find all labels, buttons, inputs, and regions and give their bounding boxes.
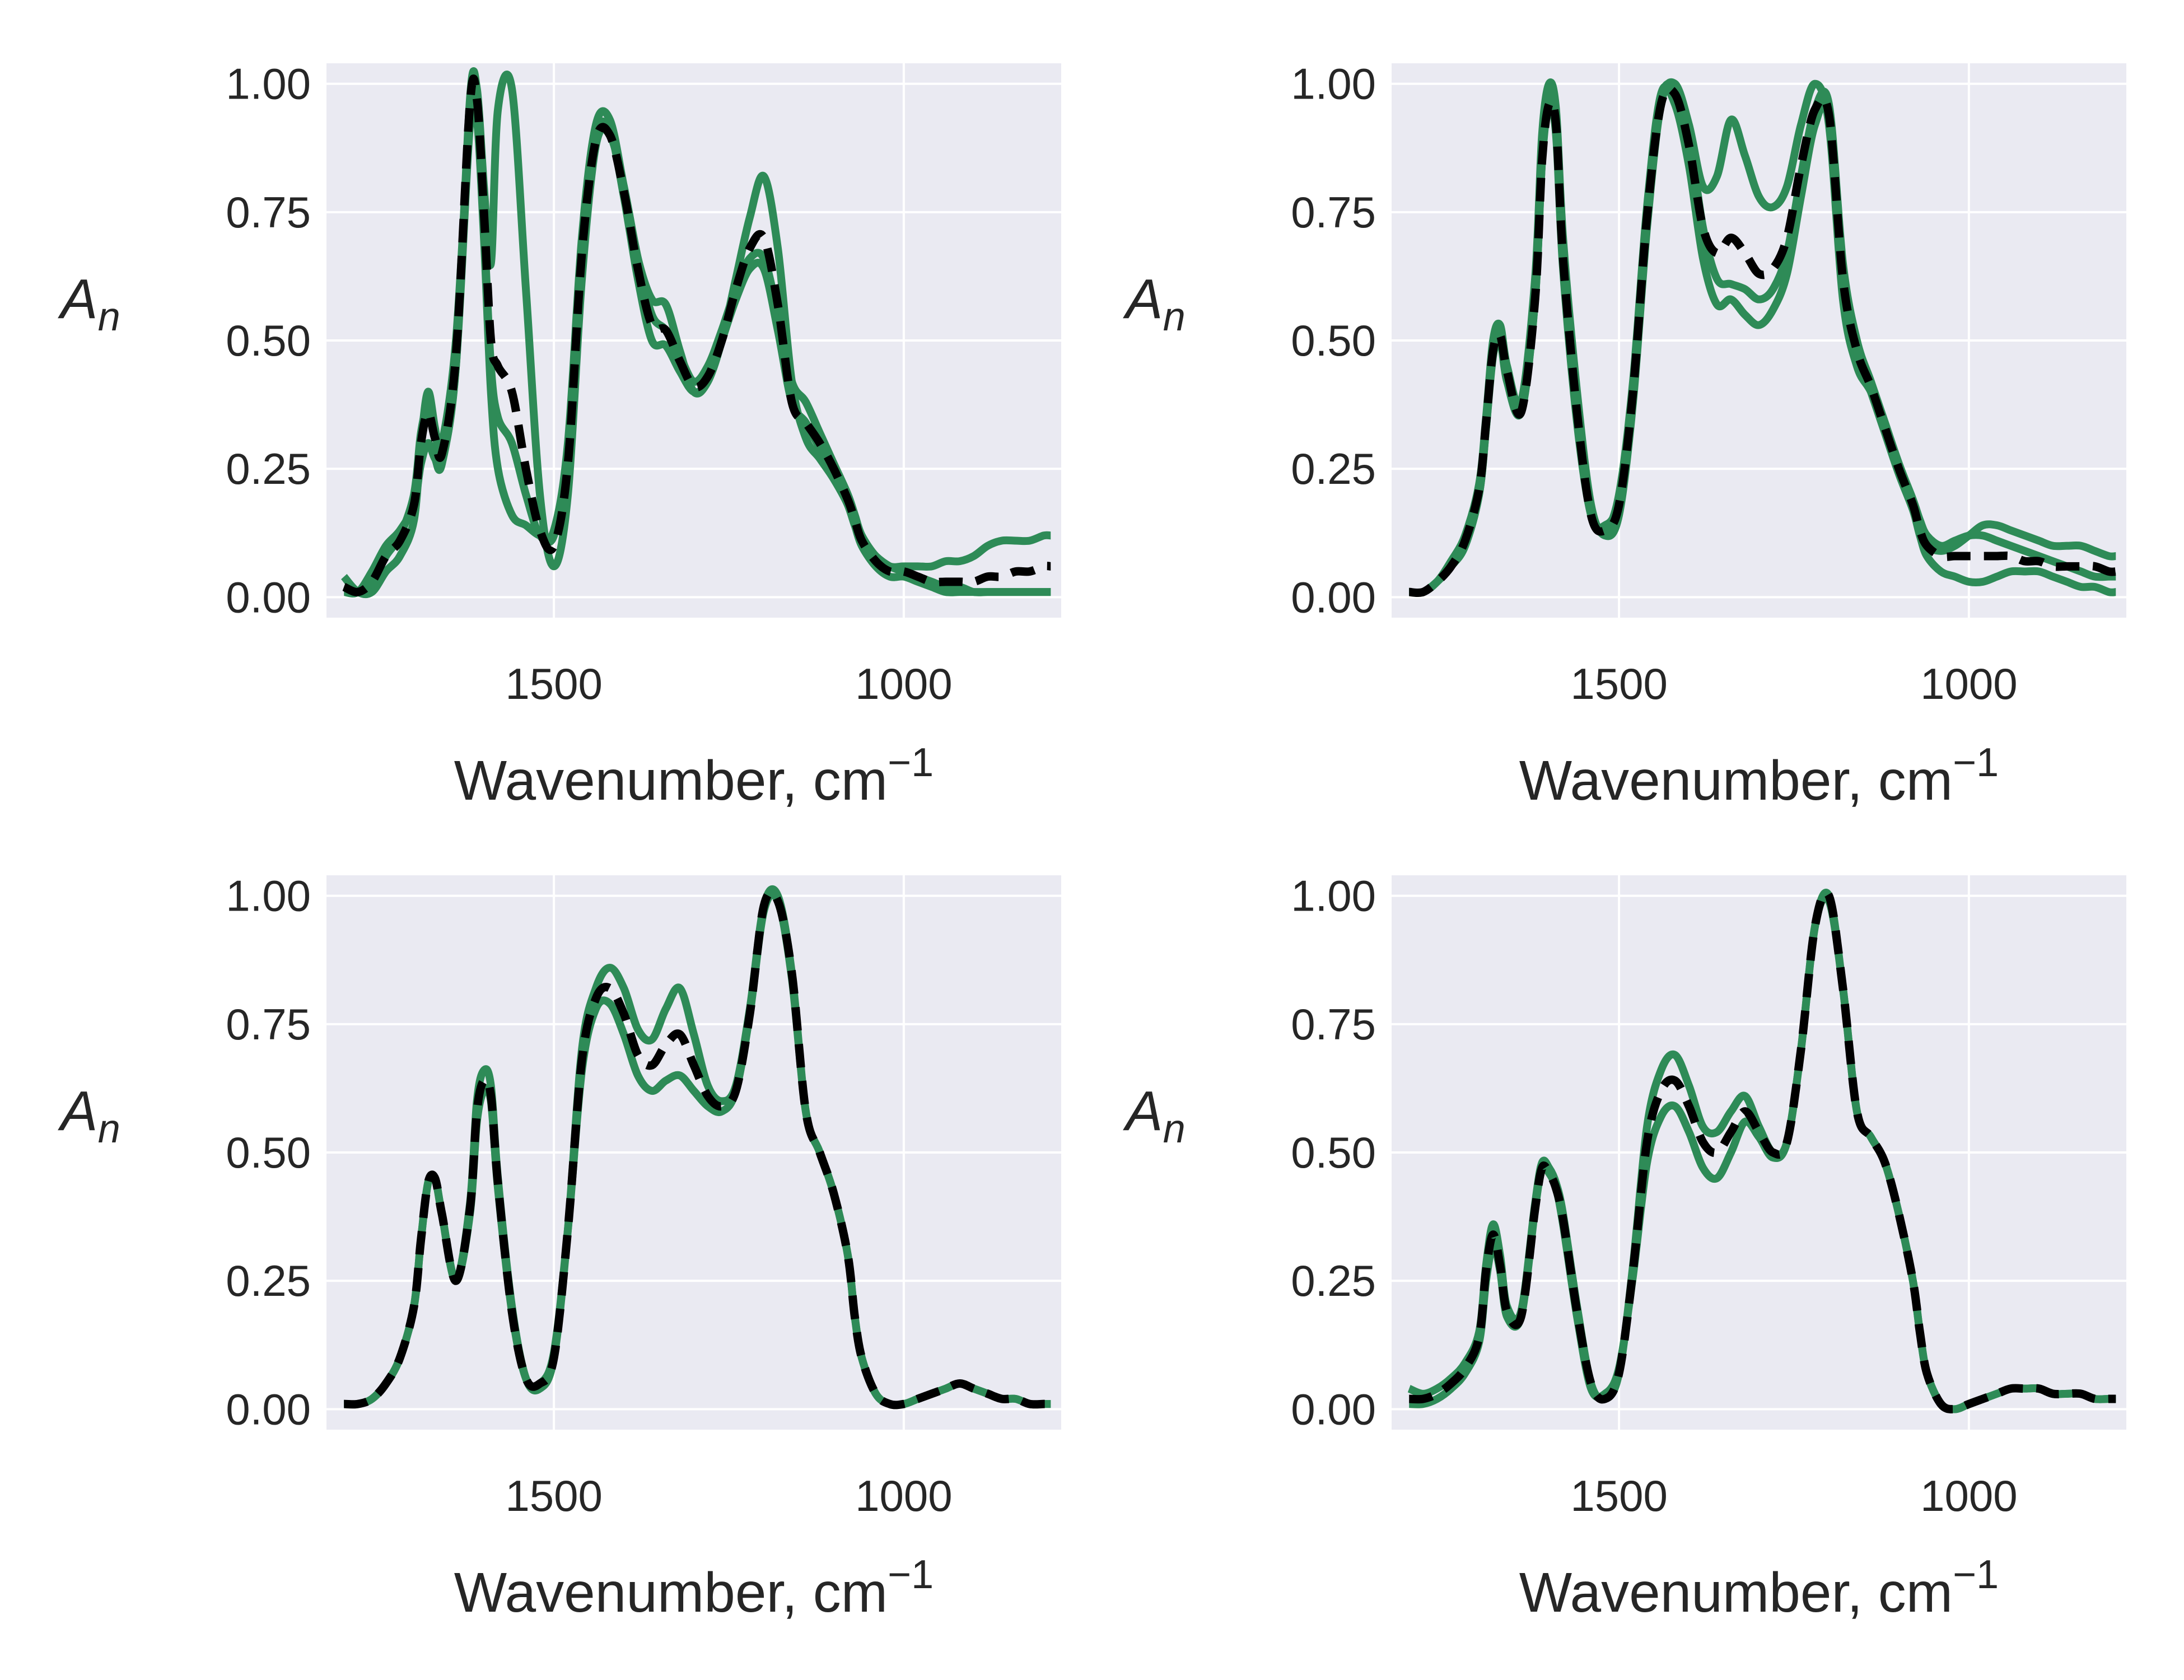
- mean-spectrum-line: [342, 74, 1051, 596]
- subplot-3: 0.00 0.25 0.50 0.75 1.00 1500 1000 Wavenumber, …: [58, 871, 1061, 1624]
- x-tick-label: 1000: [1920, 1471, 2018, 1520]
- y-tick-label: 0.00: [1291, 572, 1376, 622]
- y-tick-label: 0.75: [226, 188, 311, 237]
- y-tick-label: 0.50: [226, 1128, 311, 1177]
- x-tick-label: 1500: [1570, 659, 1668, 708]
- y-tick-label: 0.50: [1291, 1128, 1376, 1177]
- y-tick-label: 0.75: [1291, 1000, 1376, 1049]
- y-axis-title: An: [1123, 1080, 1186, 1151]
- subplot-1: 0.00 0.25 0.50 0.75 1.00 1500 1000 Wavenumber, …: [58, 59, 1061, 812]
- y-tick-label: 0.00: [226, 1384, 311, 1434]
- y-tick-label: 0.25: [226, 1256, 311, 1305]
- y-tick-label: 0.25: [1291, 1256, 1376, 1305]
- series-group: [340, 67, 1051, 599]
- x-tick-label: 1000: [855, 1471, 953, 1520]
- x-tick-label: 1500: [1570, 1471, 1668, 1520]
- y-tick-label: 0.50: [226, 316, 311, 365]
- y-tick-label: 0.25: [226, 444, 311, 493]
- mean-spectrum-line: [1409, 888, 2116, 1413]
- y-tick-label: 1.00: [1291, 871, 1376, 921]
- x-axis-title: Wavenumber, cm−1: [1519, 740, 1999, 812]
- x-axis-title: Wavenumber, cm−1: [454, 1552, 934, 1624]
- y-tick-label: 0.75: [226, 1000, 311, 1049]
- x-tick-label: 1500: [505, 659, 603, 708]
- subplot-4: 0.00 0.25 0.50 0.75 1.00 1500 1000 Wavenumber, …: [1123, 871, 2126, 1624]
- series-group: [1407, 888, 2116, 1413]
- y-tick-label: 0.00: [1291, 1384, 1376, 1434]
- y-axis-title: An: [58, 1080, 120, 1151]
- series-group: [344, 885, 1051, 1410]
- x-axis-title: Wavenumber, cm−1: [1519, 1552, 1999, 1624]
- y-tick-label: 0.50: [1291, 316, 1376, 365]
- mean-spectrum-line: [1408, 85, 2116, 598]
- x-tick-label: 1500: [505, 1471, 603, 1520]
- y-tick-label: 0.00: [226, 572, 311, 622]
- subplot-2: 0.00 0.25 0.50 0.75 1.00 1500 1000 Wavenumber, …: [1123, 59, 2126, 812]
- x-tick-label: 1000: [1920, 659, 2018, 708]
- y-tick-label: 0.25: [1291, 444, 1376, 493]
- y-axis-title: An: [1123, 268, 1186, 339]
- sample-spectrum-line: [343, 96, 1051, 598]
- mean-spectrum-line: [344, 888, 1051, 1410]
- y-axis-title: An: [58, 268, 120, 339]
- series-group: [1408, 78, 2116, 598]
- x-axis-title: Wavenumber, cm−1: [454, 740, 934, 812]
- y-tick-label: 1.00: [226, 59, 311, 109]
- y-tick-label: 0.75: [1291, 188, 1376, 237]
- y-tick-label: 1.00: [226, 871, 311, 921]
- y-tick-label: 1.00: [1291, 59, 1376, 109]
- x-tick-label: 1000: [855, 659, 953, 708]
